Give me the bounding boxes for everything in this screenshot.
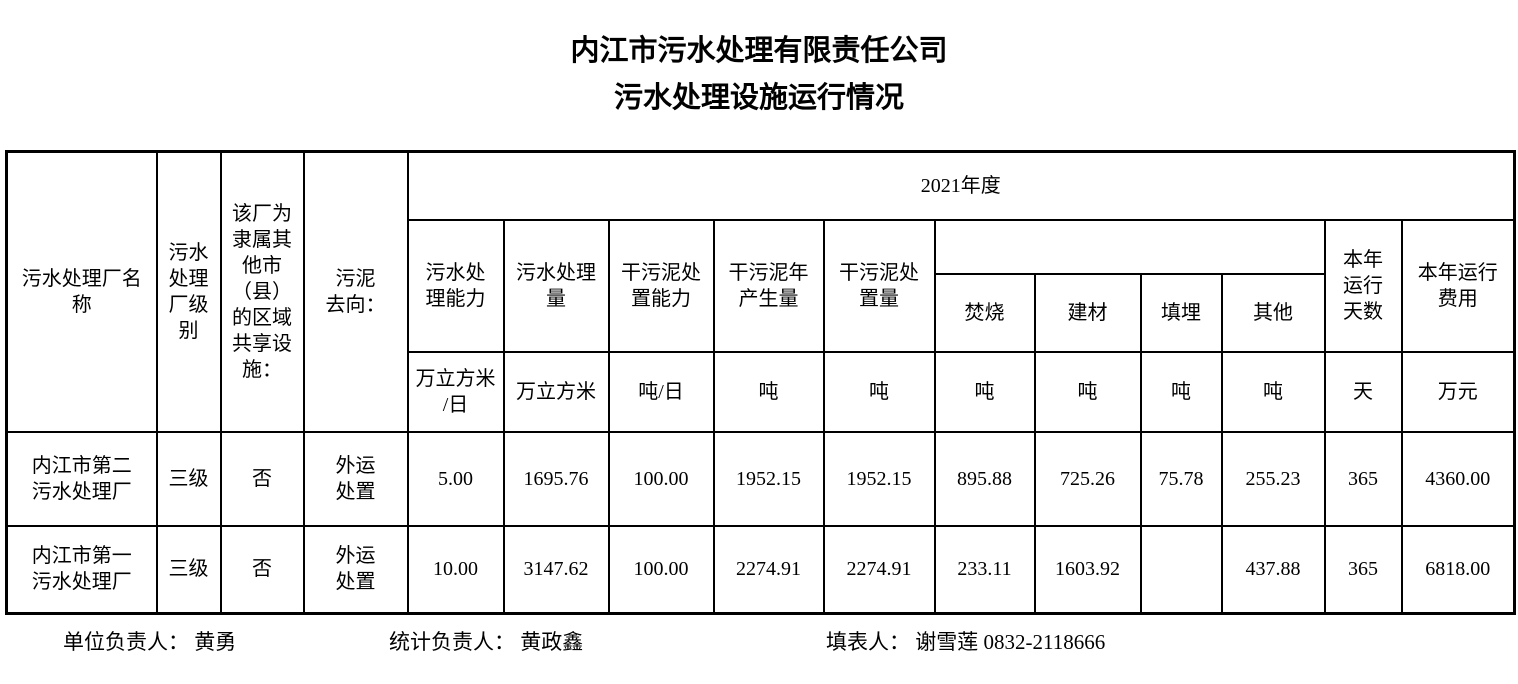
data-cell: 6818.00 [1400, 524, 1516, 615]
data-cell: 233.11 [933, 524, 1036, 615]
shared-facility-cell: 否 [219, 524, 305, 615]
header-year: 2021年度 [406, 150, 1516, 221]
footer-stats-head: 统计负责人： 黄政鑫 [389, 630, 584, 654]
unit-cell: 吨/日 [607, 350, 715, 433]
page-title: 内江市污水处理有限责任公司 污水处理设施运行情况 [0, 28, 1518, 122]
data-cell: 5.00 [406, 430, 505, 527]
data-cell: 4360.00 [1400, 430, 1516, 527]
data-cell: 895.88 [933, 430, 1036, 527]
header-dry-sludge-capacity: 干污泥处 置能力 [607, 218, 715, 353]
data-cell [1139, 524, 1223, 615]
data-cell: 437.88 [1220, 524, 1326, 615]
unit-cell: 吨 [1220, 350, 1326, 433]
unit-cell: 万立方米 /日 [406, 350, 505, 433]
unit-cell: 吨 [712, 350, 825, 433]
header-dry-sludge-disposed: 干污泥处 置量 [822, 218, 936, 353]
header-row-disposal-methods: 焚烧 建材 填埋 其他 [7, 272, 1515, 353]
data-cell: 1603.92 [1033, 524, 1142, 615]
sludge-destination-cell: 外运 处置 [302, 430, 409, 527]
header-other: 其他 [1220, 272, 1326, 353]
header-row-metrics: 污水处 理能力 污水处理 量 干污泥处 置能力 干污泥年 产生量 干污泥处 置量… [7, 218, 1516, 353]
unit-cell: 吨 [822, 350, 936, 433]
header-plant-name: 污水处理厂名 称 [5, 150, 158, 433]
header-building-material: 建材 [1033, 272, 1142, 353]
header-shared-facility: 该厂为 隶属其 他市 （县） 的区域 共享设 施： [219, 150, 305, 433]
data-cell: 3147.62 [502, 524, 610, 615]
plant-name-cell: 内江市第一 污水处理厂 [5, 524, 158, 615]
footer-unit-head: 单位负责人： 黄勇 [63, 630, 237, 654]
data-cell: 10.00 [406, 524, 505, 615]
table-row: 内江市第二 污水处理厂 三级 否 外运 处置 5.00 1695.76 100.… [5, 430, 1516, 527]
header-sludge-destination: 污泥 去向： [302, 150, 409, 433]
plant-level-cell: 三级 [155, 430, 222, 527]
data-cell: 75.78 [1139, 430, 1223, 527]
plant-name-cell: 内江市第二 污水处理厂 [5, 430, 158, 527]
table-row: 内江市第一 污水处理厂 三级 否 外运 处置 10.00 3147.62 100… [5, 524, 1516, 615]
data-cell: 1952.15 [712, 430, 825, 527]
sludge-destination-cell: 外运 处置 [302, 524, 409, 615]
header-row-units: 万立方米 /日 万立方米 吨/日 吨 吨 吨 吨 吨 吨 天 万元 [7, 350, 1516, 433]
data-cell: 100.00 [607, 524, 715, 615]
header-dry-sludge-produced: 干污泥年 产生量 [712, 218, 825, 353]
header-treat-capacity: 污水处 理能力 [406, 218, 505, 353]
header-row-year: 污水处理厂名 称 污水 处理 厂级 别 该厂为 隶属其 他市 （县） 的区域 共… [5, 150, 1516, 433]
unit-cell: 吨 [1033, 350, 1142, 433]
page-title-line1: 内江市污水处理有限责任公司 [570, 35, 948, 67]
unit-cell: 天 [1323, 350, 1403, 433]
header-landfill: 填埋 [1139, 272, 1223, 353]
wastewater-facility-table: 污水处理厂名 称 污水 处理 厂级 别 该厂为 隶属其 他市 （县） 的区域 共… [5, 150, 1516, 615]
header-disposal-group-spacer [933, 218, 1326, 275]
data-cell: 1695.76 [502, 430, 610, 527]
header-running-days: 本年 运行 天数 [1323, 218, 1403, 353]
data-cell: 2274.91 [712, 524, 825, 615]
unit-cell: 万元 [1400, 350, 1516, 433]
footer-form-filler: 填表人： 谢雪莲 0832-2118666 [826, 630, 1106, 654]
data-cell: 100.00 [607, 430, 715, 527]
shared-facility-cell: 否 [219, 430, 305, 527]
plant-level-cell: 三级 [155, 524, 222, 615]
header-running-cost: 本年运行 费用 [1400, 218, 1516, 353]
data-cell: 725.26 [1033, 430, 1142, 527]
header-incineration: 焚烧 [933, 272, 1036, 353]
data-cell: 255.23 [1220, 430, 1326, 527]
data-cell: 365 [1323, 430, 1403, 527]
unit-cell: 吨 [933, 350, 1036, 433]
header-plant-level: 污水 处理 厂级 别 [155, 150, 222, 433]
data-cell: 2274.91 [822, 524, 936, 615]
page-title-line2: 污水处理设施运行情况 [613, 82, 904, 114]
data-cell: 1952.15 [822, 430, 936, 527]
unit-cell: 万立方米 [502, 350, 610, 433]
header-treat-volume: 污水处理 量 [502, 218, 610, 353]
unit-cell: 吨 [1139, 350, 1223, 433]
data-cell: 365 [1323, 524, 1403, 615]
